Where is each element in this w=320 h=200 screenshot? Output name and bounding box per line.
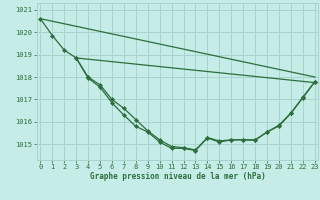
X-axis label: Graphe pression niveau de la mer (hPa): Graphe pression niveau de la mer (hPa) (90, 172, 266, 181)
